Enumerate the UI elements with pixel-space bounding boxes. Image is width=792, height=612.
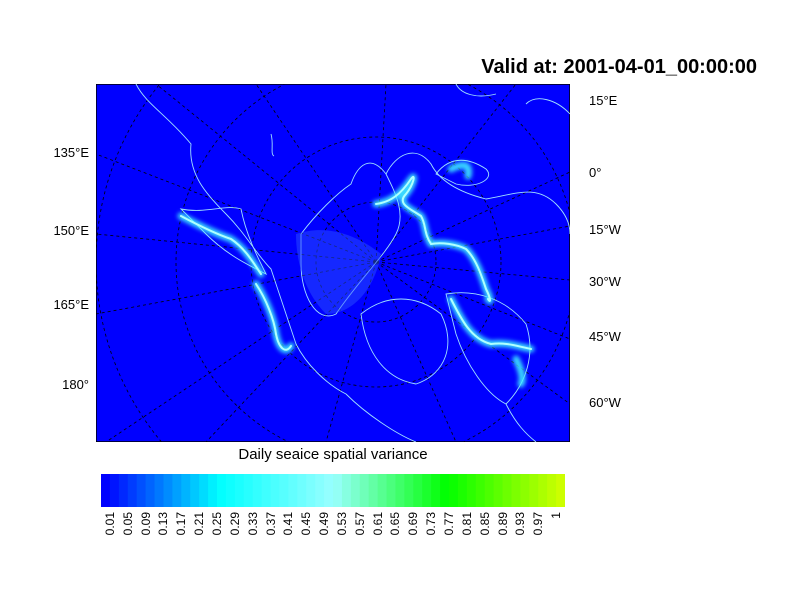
colorbar-box (270, 474, 280, 507)
colorbar-tick-label: 0.09 (138, 512, 153, 536)
colorbar-box (315, 474, 325, 507)
colorbar-tick-label: 0.65 (388, 512, 403, 536)
colorbar-box (502, 474, 512, 507)
colorbar-box (449, 474, 459, 507)
colorbar-box (145, 474, 156, 507)
colorbar-box (234, 474, 245, 507)
colorbar-box (101, 474, 111, 507)
colorbar-box (440, 474, 450, 507)
colorbar-tick-label: 0.61 (370, 512, 385, 536)
colorbar (101, 474, 565, 507)
colorbar-tick-label: 0.85 (477, 512, 492, 536)
colorbar-tick-label: 0.13 (156, 512, 171, 536)
lon-label-right: 45°W (589, 329, 621, 344)
colorbar-box (413, 474, 423, 507)
colorbar-box (324, 474, 334, 507)
colorbar-tick-label: 0.77 (442, 512, 456, 536)
lon-label-left: 150°E (53, 223, 89, 238)
lon-label-left: 165°E (53, 297, 89, 312)
colorbar-box (511, 474, 521, 507)
colorbar-box (556, 474, 565, 507)
colorbar-tick-label: 0.41 (281, 512, 296, 536)
colorbar-box (163, 474, 173, 507)
colorbar-box (306, 474, 316, 507)
colorbar-tick-label: 1 (549, 512, 564, 519)
colorbar-tick-label: 0.69 (406, 512, 421, 536)
colorbar-box (333, 474, 343, 507)
lon-label-left: 135°E (53, 145, 89, 160)
colorbar-tick-label: 0.29 (227, 512, 242, 536)
colorbar-box (395, 474, 405, 507)
colorbar-box (225, 474, 236, 507)
map-panel (96, 84, 570, 442)
lon-label-right: 15°E (589, 93, 618, 108)
colorbar-box (288, 474, 298, 507)
colorbar-tick-label: 0.33 (245, 512, 260, 536)
interior-variance-field (296, 230, 381, 314)
colorbar-tick-label: 0.93 (513, 512, 528, 536)
colorbar-box (252, 474, 263, 507)
colorbar-box (350, 474, 361, 507)
coastlines (135, 84, 570, 442)
colorbar-tick-label: 0.05 (120, 512, 135, 536)
colorbar-box (538, 474, 548, 507)
colorbar-tick-label: 0.53 (334, 512, 349, 536)
colorbar-box (341, 474, 352, 507)
colorbar-box (547, 474, 557, 507)
colorbar-tick-label: 0.73 (424, 512, 439, 536)
colorbar-box (190, 474, 200, 507)
colorbar-box (154, 474, 164, 507)
colorbar-box (457, 474, 468, 507)
colorbar-box (520, 474, 530, 507)
colorbar-box (475, 474, 486, 507)
colorbar-box (422, 474, 432, 507)
colorbar-tick-label: 0.57 (352, 512, 367, 536)
colorbar-box (529, 474, 539, 507)
colorbar-box (386, 474, 396, 507)
colorbar-box (199, 474, 209, 507)
colorbar-tick-label: 0.21 (192, 512, 207, 536)
ice-edge (177, 161, 535, 388)
colorbar-box (368, 474, 379, 507)
colorbar-box (377, 474, 388, 507)
colorbar-title: Daily seaice spatial variance (238, 446, 428, 463)
colorbar-box (279, 474, 289, 507)
colorbar-box (181, 474, 191, 507)
colorbar-box (118, 474, 129, 507)
colorbar-tick-label: 0.17 (174, 512, 189, 536)
colorbar-box (172, 474, 182, 507)
colorbar-box (217, 474, 227, 507)
plot-title: Valid at: 2001-04-01_00:00:00 (481, 56, 757, 78)
colorbar-tick-label: 0.01 (102, 512, 117, 536)
colorbar-box (243, 474, 254, 507)
colorbar-box (127, 474, 138, 507)
colorbar-box (208, 474, 218, 507)
colorbar-tick-label: 0.97 (531, 512, 546, 536)
colorbar-box (109, 474, 120, 507)
lon-label-left: 180° (62, 377, 89, 392)
colorbar-box (359, 474, 370, 507)
colorbar-box (493, 474, 504, 507)
colorbar-box (404, 474, 414, 507)
lon-label-right: 0° (589, 165, 602, 180)
colorbar-box (297, 474, 307, 507)
colorbar-tick-label: 0.49 (317, 512, 332, 536)
colorbar-box (484, 474, 495, 507)
colorbar-tick-label: 0.89 (495, 512, 510, 536)
colorbar-box (431, 474, 441, 507)
colorbar-box (136, 474, 147, 507)
colorbar-tick-label: 0.25 (210, 512, 224, 536)
colorbar-box (466, 474, 477, 507)
colorbar-tick-label: 0.37 (263, 512, 278, 536)
lon-label-right: 60°W (589, 395, 621, 410)
colorbar-tick-label: 0.81 (459, 512, 474, 536)
lon-label-right: 15°W (589, 222, 621, 237)
colorbar-tick-label: 0.45 (299, 512, 314, 536)
colorbar-box (261, 474, 272, 507)
lon-label-right: 30°W (589, 274, 621, 289)
